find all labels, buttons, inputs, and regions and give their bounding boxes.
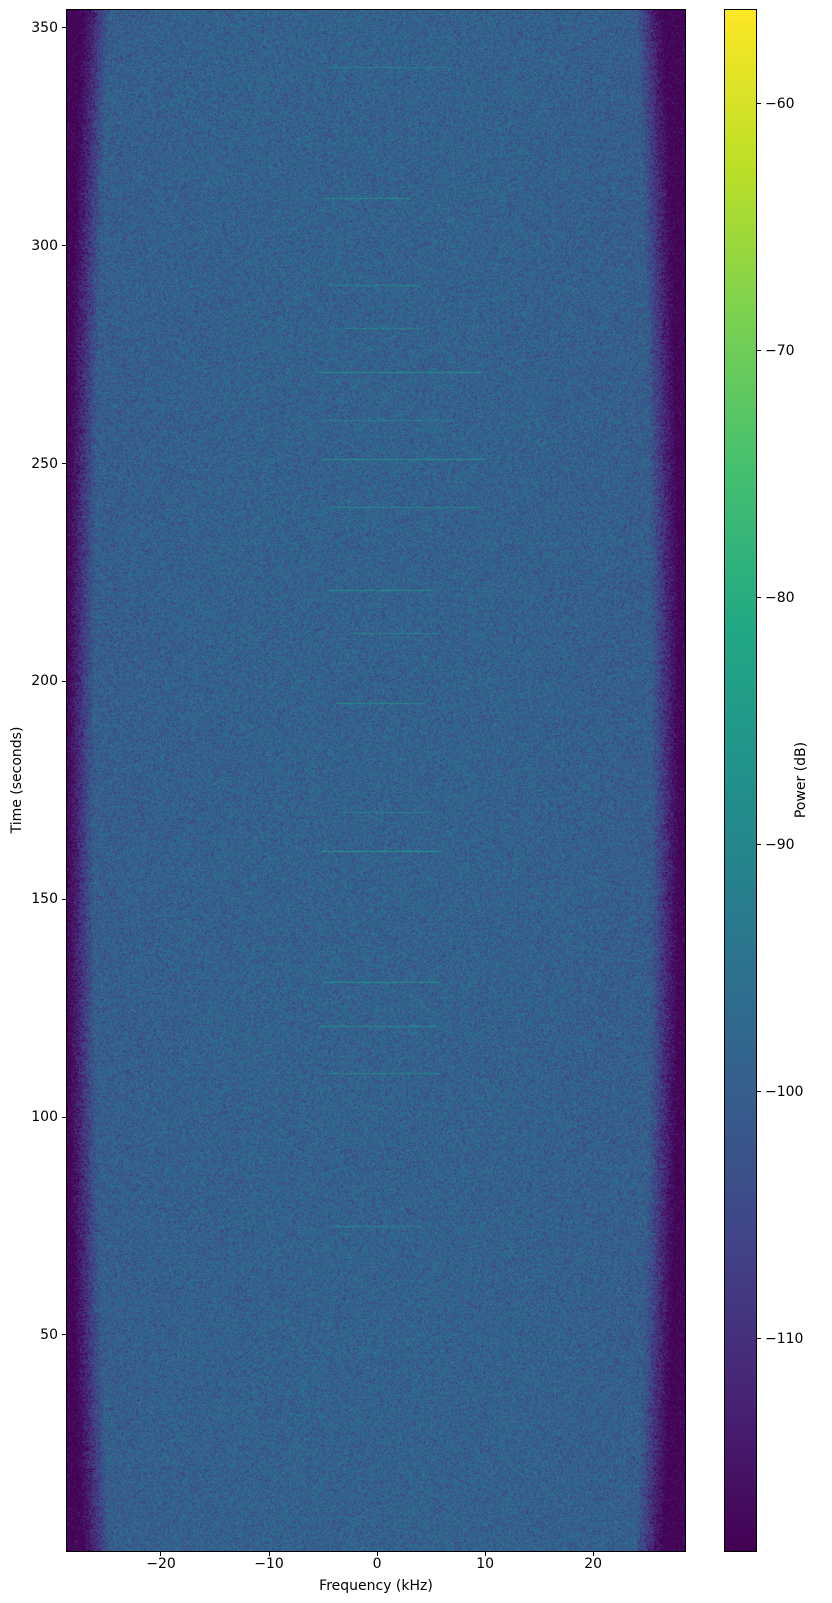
colorbar-ticklabel: −110 <box>765 1330 804 1347</box>
spectrogram-canvas <box>67 10 685 1551</box>
x-axis-ticklabel: 10 <box>476 1556 495 1572</box>
spectrogram-plot <box>66 9 686 1552</box>
y-axis-tick <box>62 898 67 900</box>
y-axis-ticklabel: 350 <box>31 19 58 36</box>
colorbar-ticklabel: −100 <box>765 1083 804 1100</box>
colorbar <box>724 9 757 1552</box>
colorbar-tick <box>756 1091 761 1093</box>
x-axis-ticklabel: 0 <box>372 1556 382 1572</box>
y-axis-ticklabel: 150 <box>31 891 58 908</box>
colorbar-tick <box>756 103 761 105</box>
colorbar-ticklabel: −70 <box>765 342 795 359</box>
y-axis-tick <box>62 680 67 682</box>
x-axis-tick <box>268 1551 270 1556</box>
x-axis-ticklabel: −20 <box>146 1556 176 1572</box>
y-axis-tick <box>62 1334 67 1336</box>
x-axis-tick <box>376 1551 378 1556</box>
x-axis-label: Frequency (kHz) <box>319 1578 433 1594</box>
colorbar-tick <box>756 1338 761 1340</box>
y-axis-ticklabel: 100 <box>31 1109 58 1126</box>
y-axis-ticklabel: 50 <box>40 1326 58 1343</box>
y-axis-tick <box>62 27 67 29</box>
colorbar-ticklabel: −80 <box>765 589 795 606</box>
colorbar-canvas <box>725 10 756 1551</box>
colorbar-ticklabel: −90 <box>765 836 795 853</box>
y-axis-tick <box>62 463 67 465</box>
y-axis-ticklabel: 250 <box>31 455 58 472</box>
x-axis-tick <box>484 1551 486 1556</box>
colorbar-label: Power (dB) <box>793 741 809 819</box>
x-axis-ticklabel: 20 <box>584 1556 603 1572</box>
colorbar-tick <box>756 844 761 846</box>
x-axis-tick <box>592 1551 594 1556</box>
y-axis-ticklabel: 200 <box>31 673 58 690</box>
y-axis-tick <box>62 245 67 247</box>
x-axis-ticklabel: −10 <box>254 1556 284 1572</box>
colorbar-tick <box>756 350 761 352</box>
y-axis-label: Time (seconds) <box>9 726 25 834</box>
y-axis-ticklabel: 300 <box>31 237 58 254</box>
colorbar-tick <box>756 597 761 599</box>
x-axis-tick <box>160 1551 162 1556</box>
y-axis-tick <box>62 1116 67 1118</box>
colorbar-ticklabel: −60 <box>765 95 795 112</box>
